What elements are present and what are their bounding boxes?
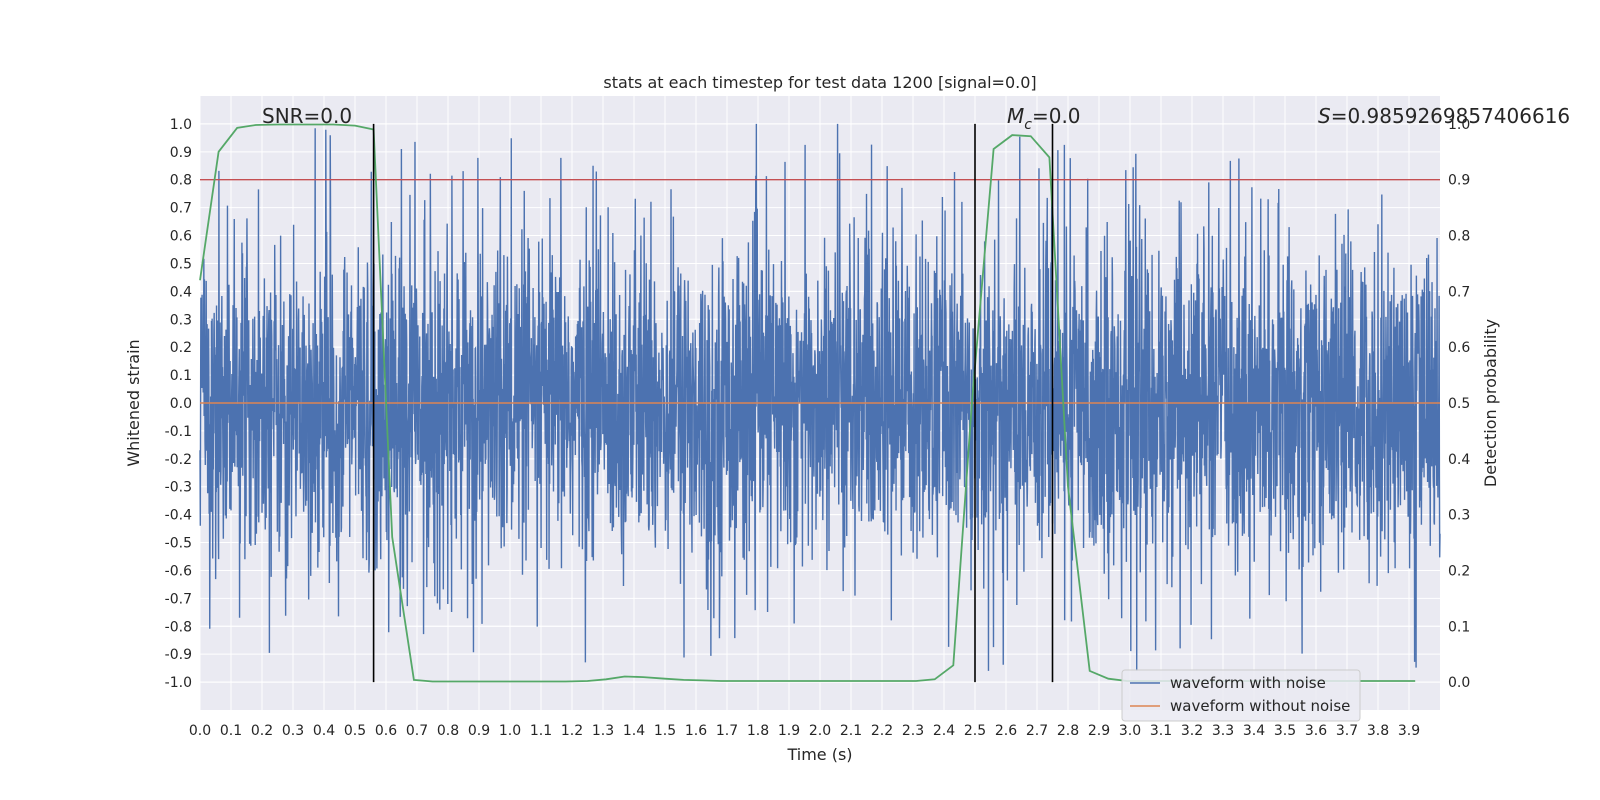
y-tick-label: -0.2 [165,452,192,468]
y2-tick-label: 1.0 [1448,117,1470,133]
x-tick-label: 1.4 [623,723,645,739]
x-tick-label: 3.1 [1150,723,1172,739]
x-tick-label: 0.1 [220,723,242,739]
y-tick-label: -0.8 [165,619,192,635]
x-tick-label: 0.3 [282,723,304,739]
x-tick-label: 3.0 [1119,723,1141,739]
y-tick-label: 0.4 [170,284,192,300]
annotation-mc: Mc=0.0 [1007,104,1081,133]
y-tick-label: 0.9 [170,145,192,161]
y2-tick-label: 0.0 [1448,675,1470,691]
y-tick-label: 0.8 [170,173,192,189]
y2-tick-label: 0.8 [1448,229,1470,245]
y-tick-label: 0.2 [170,340,192,356]
noise-series [199,123,1441,671]
y2-tick-label: 0.6 [1448,340,1470,356]
annotation-mc-sub: c [1024,117,1032,133]
y2-tick-label: 0.1 [1448,619,1470,635]
y-tick-label: -0.9 [165,647,192,663]
x-tick-label: 3.7 [1336,723,1358,739]
waveform-with-noise-line [199,123,1441,671]
x-tick-label: 1.8 [747,723,769,739]
legend: waveform with noise waveform without noi… [1121,669,1361,722]
x-tick-label: 1.1 [530,723,552,739]
annotation-s: S=0.9859269857406616 [1318,104,1570,128]
chart-title: stats at each timestep for test data 120… [603,73,1036,92]
annotation-mc-var: M [1007,104,1024,128]
y-axis-label: Whitened strain [124,339,143,466]
x-axis-label: Time (s) [786,745,852,764]
annotation-mc-rest: =0.0 [1032,104,1081,128]
x-tick-label: 1.0 [499,723,521,739]
x-tick-label: 1.7 [716,723,738,739]
x-tick-label: 2.8 [1057,723,1079,739]
x-tick-label: 2.2 [871,723,893,739]
x-tick-label: 0.4 [313,723,335,739]
x-tick-label: 2.3 [902,723,924,739]
legend-label-clean: waveform without noise [1170,697,1350,715]
y-tick-label: -1.0 [165,675,192,691]
y2-tick-label: 0.9 [1448,173,1470,189]
legend-box [1121,669,1361,722]
x-tick-label: 3.3 [1212,723,1234,739]
y-tick-label: 0.7 [170,201,192,217]
x-tick-label: 1.9 [778,723,800,739]
y-tick-label: 0.0 [170,396,192,412]
x-tick-label: 2.0 [809,723,831,739]
y2-tick-label: 0.5 [1448,396,1470,412]
y-tick-label: -0.5 [165,536,192,552]
annotation-s-rest: =0.9859269857406616 [1331,104,1570,128]
x-tick-label: 0.0 [189,723,211,739]
x-tick-label: 3.8 [1367,723,1389,739]
x-tick-label: 0.7 [406,723,428,739]
legend-label-noise: waveform with noise [1170,674,1326,692]
y2-tick-label: 0.2 [1448,563,1470,579]
x-tick-label: 3.4 [1243,723,1265,739]
y-tick-label: -0.3 [165,480,192,496]
x-tick-label: 1.2 [561,723,583,739]
x-tick-label: 0.8 [437,723,459,739]
x-tick-label: 1.6 [685,723,707,739]
x-tick-label: 2.6 [995,723,1017,739]
x-tick-label: 0.5 [344,723,366,739]
y-tick-label: -0.6 [165,563,192,579]
y-tick-label: 0.3 [170,312,192,328]
x-tick-label: 2.7 [1026,723,1048,739]
x-tick-label: 2.5 [964,723,986,739]
x-tick-label: 0.9 [468,723,490,739]
y2-tick-label: 0.4 [1448,452,1470,468]
annotation-s-var: S [1318,104,1331,128]
x-tick-label: 0.6 [375,723,397,739]
x-tick-label: 1.5 [654,723,676,739]
y-tick-label: -0.4 [165,508,192,524]
y-tick-label: -0.1 [165,424,192,440]
x-tick-label: 2.9 [1088,723,1110,739]
y-tick-label: 1.0 [170,117,192,133]
x-tick-label: 0.2 [251,723,273,739]
y-tick-label: 0.1 [170,368,192,384]
y2-tick-label: 0.3 [1448,508,1470,524]
ticks: 0.0 0.1 0.2 0.3 0.4 0.5 0.6 0.7 0.8 0.9 1.0 1.1 1.2 1… [165,117,1471,739]
x-tick-label: 3.2 [1181,723,1203,739]
x-tick-label: 3.6 [1305,723,1327,739]
x-tick-label: 3.9 [1398,723,1420,739]
y-tick-label: 0.5 [170,256,192,272]
x-tick-label: 3.5 [1274,723,1296,739]
x-tick-label: 2.4 [933,723,955,739]
x-tick-label: 2.1 [840,723,862,739]
annotation-snr: SNR=0.0 [262,104,352,128]
y-tick-label: 0.6 [170,229,192,245]
x-tick-label: 1.3 [592,723,614,739]
y-tick-label: -0.7 [165,591,192,607]
y2-axis-label: Detection probability [1481,319,1500,487]
y2-tick-label: 0.7 [1448,284,1470,300]
